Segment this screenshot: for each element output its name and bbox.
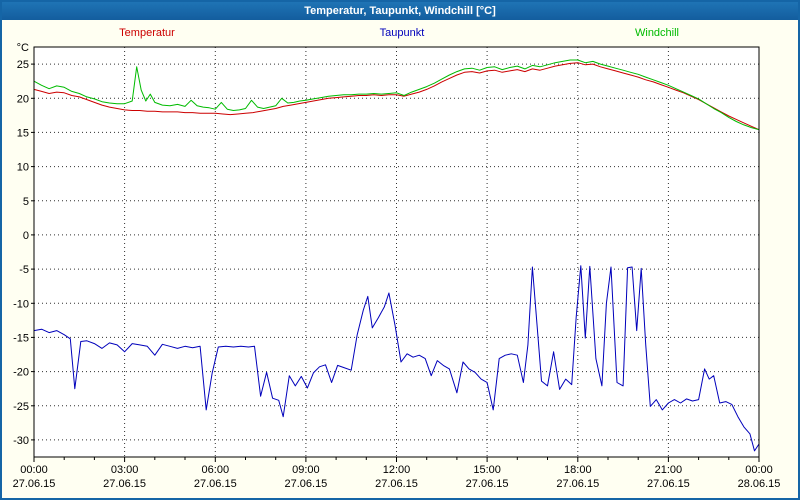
window-title: Temperatur, Taupunkt, Windchill [°C] (304, 5, 496, 17)
x-tick-date-label: 27.06.15 (13, 478, 56, 490)
legend-temperatur: Temperatur (119, 27, 175, 39)
series-taupunkt (33, 265, 760, 452)
x-tick-date-label: 27.06.15 (647, 478, 690, 490)
x-tick-time-label: 06:00 (202, 464, 230, 476)
legend-windchill: Windchill (634, 27, 680, 39)
y-tick-label: 10 (17, 162, 29, 174)
x-tick-time-label: 00:00 (745, 464, 773, 476)
y-tick-label: 0 (23, 230, 29, 242)
legend-taupunkt: Taupunkt (379, 27, 425, 39)
x-tick-date-label: 28.06.15 (738, 478, 781, 490)
y-tick-label: -5 (19, 264, 29, 276)
x-tick-time-label: 18:00 (564, 464, 592, 476)
y-tick-label: 20 (17, 93, 29, 105)
x-tick-date-label: 27.06.15 (375, 478, 418, 490)
x-tick-time-label: 21:00 (655, 464, 683, 476)
series-windchill (33, 59, 760, 131)
x-tick-time-label: 00:00 (20, 464, 48, 476)
chart-area: 25 20 15 10 5 0 -5 -10 -15 -20 -25 -30 °C 00:00 27.06.… (2, 20, 798, 498)
x-tick-date-label: 27.06.15 (556, 478, 599, 490)
chart-canvas: 25 20 15 10 5 0 -5 -10 -15 -20 -25 -30 °C 00:00 27.06.… (13, 42, 781, 490)
x-tick-time-label: 09:00 (292, 464, 320, 476)
x-tick-date-label: 27.06.15 (466, 478, 509, 490)
x-tick-time-label: 15:00 (473, 464, 501, 476)
y-tick-label: -20 (13, 367, 29, 379)
x-tick-date-label: 27.06.15 (284, 478, 327, 490)
y-tick-label: -15 (13, 332, 29, 344)
y-tick-label: -10 (13, 298, 29, 310)
window-titlebar: Temperatur, Taupunkt, Windchill [°C] (2, 2, 798, 20)
y-tick-label: 15 (17, 127, 29, 139)
series-temperatur (33, 62, 760, 131)
y-tick-label: -25 (13, 401, 29, 413)
y-tick-label: 5 (23, 196, 29, 208)
x-tick-date-label: 27.06.15 (194, 478, 237, 490)
x-tick-time-label: 03:00 (111, 464, 139, 476)
x-tick-time-label: 12:00 (383, 464, 411, 476)
y-axis-unit: °C (17, 42, 29, 54)
y-tick-label: -30 (13, 435, 29, 447)
x-tick-date-label: 27.06.15 (103, 478, 146, 490)
y-tick-label: 25 (17, 59, 29, 71)
